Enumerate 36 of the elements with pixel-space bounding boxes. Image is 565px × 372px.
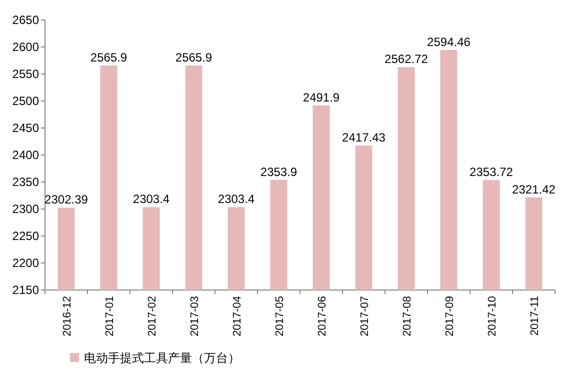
data-label: 2353.9 [260,164,298,179]
x-tick-label: 2017-08 [401,296,414,336]
y-tick-label: 2500 [12,94,40,108]
data-label: 2303.4 [218,192,255,206]
data-label: 2417.43 [342,130,386,145]
legend-label: 电动手提式工具产量（万台） [84,351,240,365]
data-label: 2303.4 [132,192,170,206]
y-tick-label: 2250 [12,229,40,243]
y-tick-label: 2400 [12,148,40,162]
data-label: 2302.39 [44,192,88,207]
y-tick-label: 2600 [12,40,40,54]
data-label: 2562.72 [384,52,428,66]
x-tick-label: 2017-11 [528,296,541,336]
y-tick-label: 2450 [12,121,40,135]
y-tick-label: 2300 [12,202,40,216]
y-tick-label: 2150 [12,283,40,297]
data-label: 2565.9 [90,50,128,64]
y-tick-label: 2200 [12,256,40,270]
data-label: 2321.42 [512,182,556,196]
data-label: 2594.46 [427,34,471,49]
data-label: 2353.72 [470,164,514,179]
x-tick-label: 2017-03 [188,296,201,336]
x-tick-label: 2017-06 [316,296,328,336]
data-label: 2491.9 [302,90,340,104]
y-tick-label: 2350 [12,175,40,189]
data-label: 2565.9 [175,50,212,64]
x-tick-label: 2017-09 [444,296,456,336]
x-tick-label: 2017-10 [486,296,498,336]
x-tick-label: 2017-05 [274,296,286,336]
y-tick-label: 2650 [12,13,40,27]
x-tick-label: 2017-04 [231,296,244,336]
x-tick-label: 2017-02 [146,296,158,336]
y-tick-label: 2550 [12,67,40,81]
x-tick-label: 2016-12 [61,296,74,336]
x-tick-label: 2017-01 [104,296,116,336]
x-tick-label: 2017-07 [358,296,371,336]
